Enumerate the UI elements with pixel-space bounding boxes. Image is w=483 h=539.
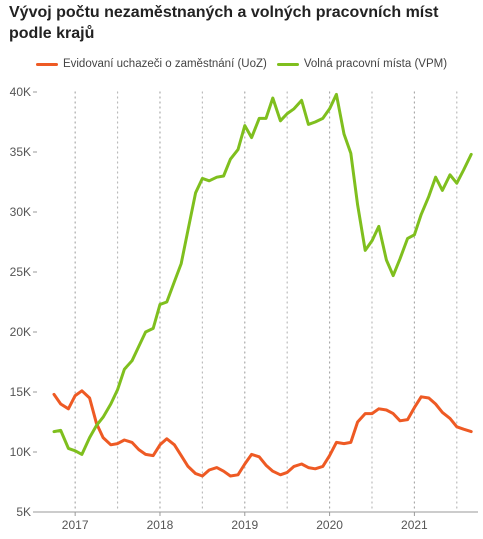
y-tick-label-30K: 30K <box>10 205 31 219</box>
x-tick-label-2020: 2020 <box>316 518 343 532</box>
legend-label-uoz: Evidovaní uchazeči o zaměstnání (UoZ) <box>62 58 267 70</box>
y-tick-label-20K: 20K <box>10 325 31 339</box>
legend-item-vpm[interactable]: Volná pracovní místa (VPM) <box>276 58 448 70</box>
legend-swatch-uoz <box>35 62 58 66</box>
legend-swatch-vpm <box>276 62 299 66</box>
x-tick-label-2021: 2021 <box>401 518 428 532</box>
x-tick-label-2018: 2018 <box>147 518 174 532</box>
series-line-uoz <box>52 389 473 478</box>
y-tick-label-5K: 5K <box>16 505 31 519</box>
y-tick-label-40K: 40K <box>10 85 31 99</box>
y-tick-label-25K: 25K <box>10 265 31 279</box>
chart-title: Vývoj počtu nezaměstnaných a volných pra… <box>9 4 439 42</box>
legend-item-uoz[interactable]: Evidovaní uchazeči o zaměstnání (UoZ) <box>35 58 267 70</box>
y-tick-label-15K: 15K <box>10 385 31 399</box>
legend-label-vpm: Volná pracovní místa (VPM) <box>303 58 448 70</box>
y-tick-label-35K: 35K <box>10 145 31 159</box>
series-line-vpm <box>52 92 473 456</box>
x-tick-label-2019: 2019 <box>231 518 258 532</box>
y-tick-label-10K: 10K <box>10 445 31 459</box>
chart-legend: Evidovaní uchazeči o zaměstnání (UoZ) Vo… <box>0 58 483 70</box>
x-tick-label-2017: 2017 <box>62 518 89 532</box>
